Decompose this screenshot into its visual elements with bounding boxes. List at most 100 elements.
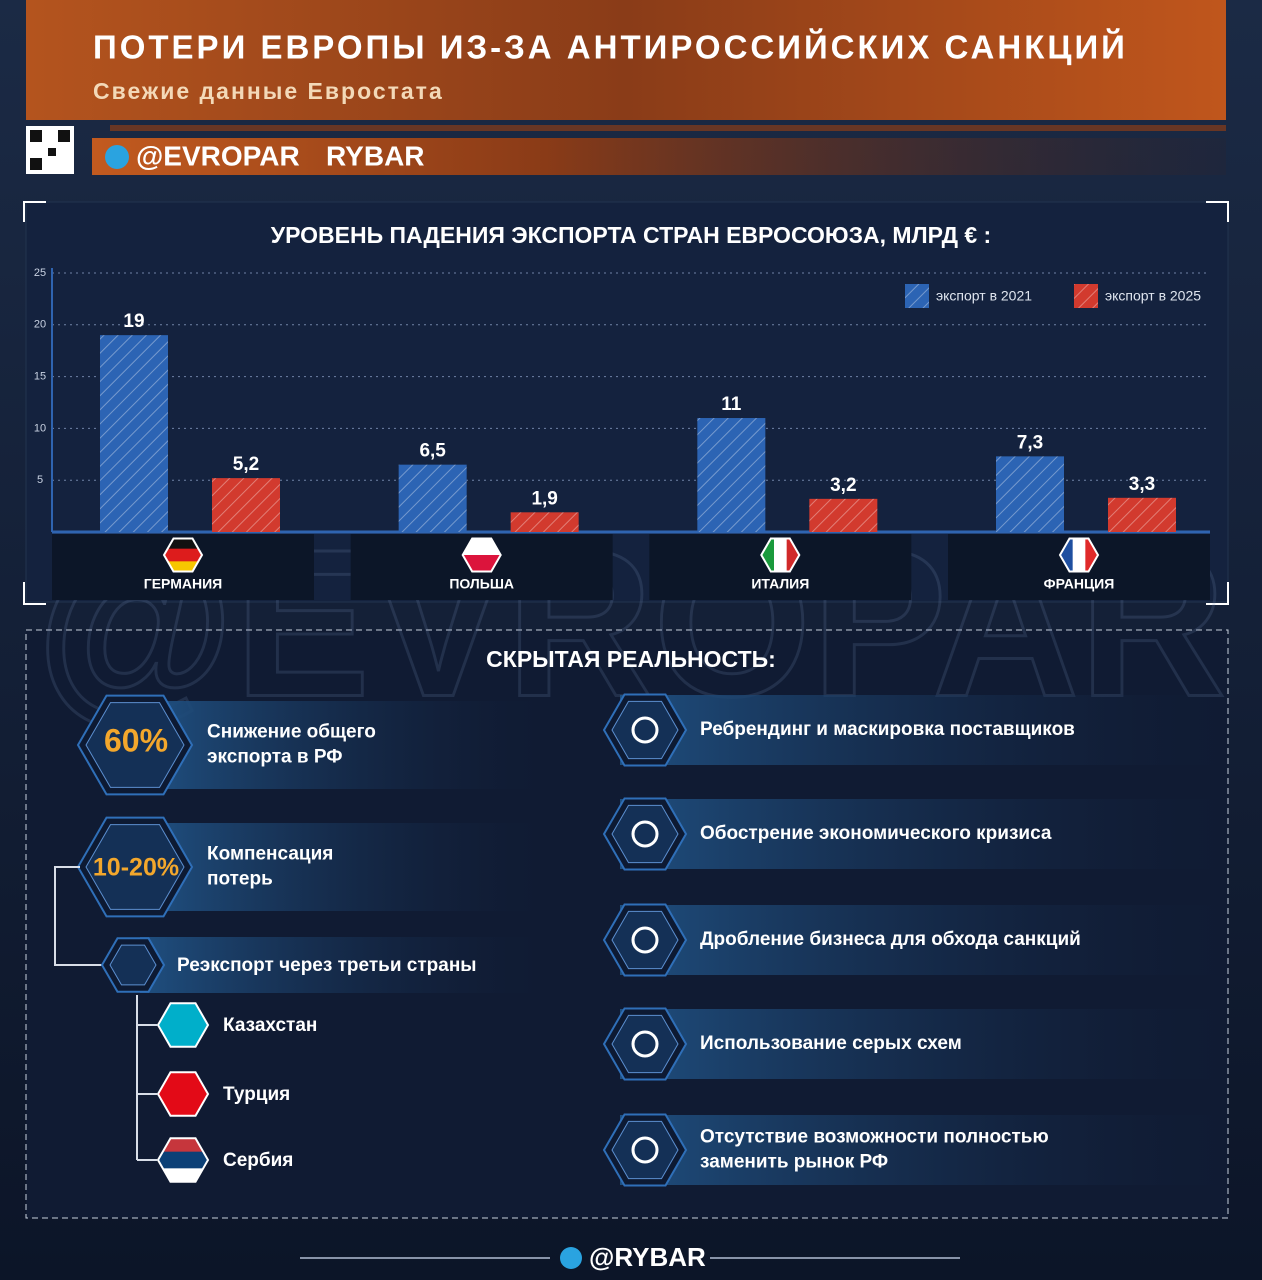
value-label: 7,3 xyxy=(1017,432,1043,453)
value-label: 5,2 xyxy=(233,454,259,475)
chart-title: УРОВЕНЬ ПАДЕНИЯ ЭКСПОРТА СТРАН ЕВРОСОЮЗА… xyxy=(271,222,991,248)
item-text: Компенсация xyxy=(207,844,333,865)
y-tick-label: 25 xyxy=(34,267,46,279)
flag-border xyxy=(156,1137,210,1183)
chart: 5 10 15 20 25 ГЕРМАНИЯ 19 5,2 ПОЛЬША 6,5 1,9 ИТАЛИЯ… xyxy=(34,267,1210,600)
flag xyxy=(164,538,202,572)
telegram-icon xyxy=(105,145,129,169)
y-tick-label: 20 xyxy=(34,319,46,331)
handle: @EVROPAR xyxy=(136,140,300,171)
bar xyxy=(996,456,1064,532)
item-text: Отсутствие возможности полностью xyxy=(700,1127,1049,1148)
factor-icon xyxy=(631,926,659,954)
connector xyxy=(136,995,157,1161)
item-text: заменить рынок РФ xyxy=(700,1152,888,1173)
x-tick-label: ПОЛЬША xyxy=(449,576,514,592)
factor-icon xyxy=(631,820,659,848)
item-text: Снижение общего xyxy=(207,722,376,743)
legend-swatch xyxy=(905,284,929,308)
item-band xyxy=(620,1115,1226,1185)
bar xyxy=(100,335,168,532)
hex-inner xyxy=(611,1014,679,1074)
value-label: 3,3 xyxy=(1129,474,1155,495)
y-tick-label: 15 xyxy=(34,371,46,383)
footer-handle: @RYBAR xyxy=(589,1242,706,1272)
flag xyxy=(462,538,501,572)
x-tick-label: ГЕРМАНИЯ xyxy=(144,576,222,592)
y-tick-label: 5 xyxy=(37,474,43,486)
hex-inner xyxy=(611,910,679,970)
qr-mark xyxy=(58,130,70,142)
stat-value: 60% xyxy=(104,722,168,758)
item-band xyxy=(150,701,540,789)
bar xyxy=(1108,497,1176,532)
y-tick-label: 10 xyxy=(34,422,46,434)
header-title: ПОТЕРИ ЕВРОПЫ ИЗ-ЗА АНТИРОССИЙСКИХ САНКЦ… xyxy=(93,28,1128,66)
flag-border xyxy=(156,1002,210,1048)
qr-mark xyxy=(48,148,56,156)
legend-label: экспорт в 2021 xyxy=(936,288,1032,304)
flag-stripe xyxy=(158,1151,208,1169)
item-band xyxy=(140,937,540,993)
value-label: 11 xyxy=(721,394,742,415)
stat-value: 10-20% xyxy=(93,854,179,882)
value-label: 19 xyxy=(123,311,144,332)
flag-stripe xyxy=(158,1168,208,1182)
item-band xyxy=(620,695,1226,765)
connector xyxy=(54,866,103,966)
item-text: экспорта в РФ xyxy=(207,747,343,768)
hex-inner xyxy=(611,700,679,760)
factor-icon xyxy=(631,716,659,744)
factor-icon xyxy=(631,1136,659,1164)
section-title: СКРЫТАЯ РЕАЛЬНОСТЬ: xyxy=(486,646,776,672)
country-label: Сербия xyxy=(223,1150,293,1171)
hex-inner xyxy=(611,804,679,864)
item-text: Ребрендинг и маскировка поставщиков xyxy=(700,719,1075,740)
qr-mark xyxy=(30,130,42,142)
hex-inner xyxy=(611,1120,679,1180)
flag-stripe xyxy=(164,538,202,550)
bar xyxy=(697,418,766,532)
item-band xyxy=(620,799,1226,869)
telegram-icon xyxy=(560,1247,582,1269)
legend-swatch xyxy=(1074,284,1098,308)
bar xyxy=(809,498,878,532)
flag-border xyxy=(162,537,204,573)
reexport-label: Реэкспорт через третьи страны xyxy=(177,955,477,976)
item-text: потерь xyxy=(207,869,273,890)
bar xyxy=(398,464,467,532)
value-label: 6,5 xyxy=(419,441,446,462)
x-tick-label: ФРАНЦИЯ xyxy=(1044,576,1115,592)
bar xyxy=(510,512,579,532)
qr-mark xyxy=(30,158,42,170)
value-label: 3,2 xyxy=(830,475,856,496)
flag-stripe xyxy=(462,538,501,556)
flag xyxy=(158,1138,208,1182)
handle-bar xyxy=(92,138,1226,175)
item-text: Дробление бизнеса для обхода санкций xyxy=(700,929,1081,950)
hex-inner xyxy=(85,824,185,910)
flag-stripe xyxy=(164,561,202,572)
value-label: 1,9 xyxy=(531,488,557,509)
legend-label: экспорт в 2025 xyxy=(1105,288,1201,304)
bar xyxy=(212,478,280,532)
country-label: Казахстан xyxy=(223,1015,317,1036)
country-label: Турция xyxy=(223,1084,290,1105)
flag-stripe xyxy=(164,548,202,562)
item-band xyxy=(620,905,1226,975)
header-band xyxy=(26,0,1226,120)
header-rule xyxy=(110,125,1226,131)
item-band xyxy=(620,1009,1226,1079)
item-text: Использование серых схем xyxy=(700,1033,962,1054)
header-subtitle: Свежие данные Евростата xyxy=(93,78,444,104)
flag-border xyxy=(156,1071,210,1117)
flag-stripe xyxy=(462,555,501,572)
brand: RYBAR xyxy=(326,140,425,171)
flag-stripe xyxy=(158,1138,208,1153)
hex-inner xyxy=(109,944,157,986)
item-band xyxy=(150,823,540,911)
flag-border xyxy=(461,537,502,573)
flag-border xyxy=(1058,537,1100,573)
factor-icon xyxy=(631,1030,659,1058)
